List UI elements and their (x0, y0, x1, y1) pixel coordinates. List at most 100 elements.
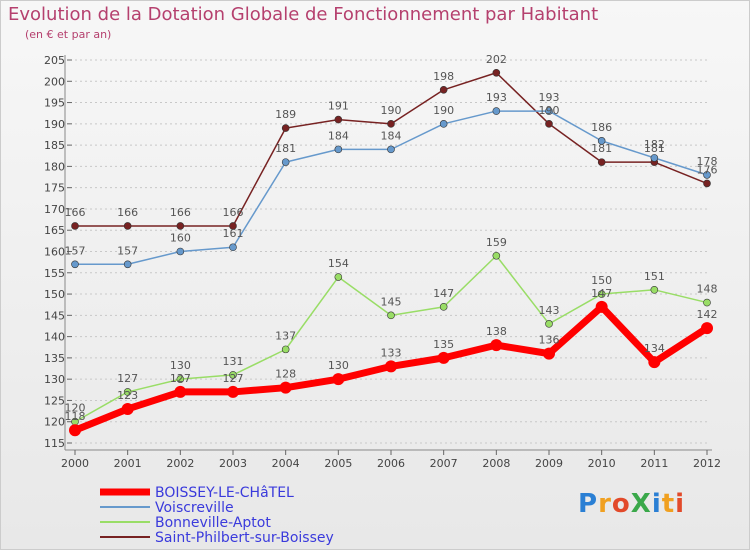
y-tick-label: 115 (44, 437, 65, 450)
y-axis-ticks: 115 120 125 130 135 140 145 150 155 160 165 170 175 1… (44, 54, 72, 450)
data-point (597, 158, 606, 166)
data-label: 193 (486, 91, 507, 104)
data-label: 178 (697, 155, 718, 168)
data-point (387, 145, 395, 154)
data-label: 176 (697, 163, 718, 176)
data-label: 120 (65, 402, 86, 415)
y-tick-label: 140 (44, 331, 65, 344)
y-tick-label: 205 (44, 54, 65, 67)
chart-subtitle: (en € et par an) (25, 28, 112, 41)
data-point (281, 124, 290, 132)
data-point (650, 154, 659, 162)
data-point (227, 385, 239, 398)
data-point (281, 345, 290, 354)
y-tick-label: 195 (44, 97, 65, 110)
data-label: 127 (223, 372, 244, 385)
data-point (543, 347, 555, 360)
data-label: 198 (433, 70, 454, 83)
data-label: 182 (644, 138, 665, 151)
y-tick-label: 130 (44, 373, 65, 386)
data-point (492, 107, 501, 115)
x-tick-label: 2001 (114, 457, 142, 470)
y-tick-label: 145 (44, 309, 65, 322)
data-point (279, 381, 292, 394)
x-tick-label: 2004 (272, 457, 300, 470)
series-group (69, 68, 713, 437)
data-point (176, 375, 185, 383)
data-point (229, 222, 237, 230)
data-point (703, 171, 711, 179)
y-tick-label: 175 (44, 182, 65, 195)
data-label: 147 (433, 287, 454, 300)
data-label: 160 (170, 232, 191, 245)
data-point (492, 251, 501, 260)
y-tick-label: 200 (44, 75, 65, 88)
data-point (229, 243, 237, 252)
data-label: 184 (381, 129, 402, 142)
data-point (123, 222, 132, 230)
chart-title: Evolution de la Dotation Globale de Fonc… (8, 4, 599, 25)
y-tick-label: 135 (44, 352, 65, 365)
data-point (703, 298, 711, 307)
data-label: 128 (275, 368, 296, 381)
y-tick-label: 150 (44, 288, 65, 301)
x-tick-label: 2007 (430, 457, 458, 470)
data-label: 184 (328, 129, 349, 142)
x-axis-ticks: 2000 2001 2002 2003 2004 2005 2006 2007 2008 2009… (61, 450, 721, 470)
data-label: 186 (591, 121, 612, 134)
y-tick-label: 165 (44, 224, 65, 237)
data-label: 166 (117, 206, 138, 219)
data-point (597, 137, 606, 145)
x-tick-label: 2008 (482, 457, 510, 470)
data-point (439, 85, 448, 94)
data-point (123, 260, 132, 269)
data-label: 157 (65, 244, 86, 257)
data-label: 190 (539, 104, 560, 117)
data-label: 142 (697, 308, 718, 321)
x-tick-label: 2000 (61, 457, 89, 470)
data-point (332, 373, 345, 386)
data-label: 166 (170, 206, 191, 219)
data-label: 181 (591, 142, 612, 155)
data-label: 154 (328, 257, 349, 270)
data-point (71, 260, 79, 269)
x-tick-label: 2012 (693, 457, 721, 470)
y-tick-label: 190 (44, 118, 65, 131)
grid-lines (75, 59, 707, 444)
data-label: 145 (381, 295, 402, 308)
data-label: 150 (591, 274, 612, 287)
data-point (387, 120, 395, 128)
data-point (545, 107, 553, 115)
data-point (387, 311, 395, 320)
y-tick-label: 160 (44, 246, 65, 259)
data-point (648, 356, 661, 369)
legend-label: Saint-Philbert-sur-Boissey (155, 530, 334, 546)
data-label: 136 (539, 334, 560, 347)
data-point (597, 290, 606, 298)
data-point (334, 273, 343, 281)
y-tick-label: 120 (44, 416, 65, 429)
x-tick-label: 2009 (535, 457, 563, 470)
data-label: 143 (539, 304, 560, 317)
data-point (71, 222, 79, 230)
legend-label: BOISSEY-LE-CHâTEL (155, 485, 294, 501)
x-tick-label: 2006 (377, 457, 405, 470)
data-label: 148 (697, 283, 718, 296)
data-point (490, 339, 503, 352)
data-label: 190 (433, 104, 454, 117)
proxiti-logo: ProXiti (578, 489, 686, 519)
data-label: 130 (170, 359, 191, 372)
x-tick-label: 2003 (219, 457, 247, 470)
data-label: 151 (644, 270, 665, 283)
data-point (650, 285, 659, 294)
data-label: 138 (486, 325, 507, 338)
data-label: 133 (381, 346, 402, 359)
data-label: 157 (117, 244, 138, 257)
data-point (701, 322, 713, 335)
data-point (281, 158, 290, 166)
data-point (176, 222, 185, 230)
data-point (385, 360, 397, 373)
